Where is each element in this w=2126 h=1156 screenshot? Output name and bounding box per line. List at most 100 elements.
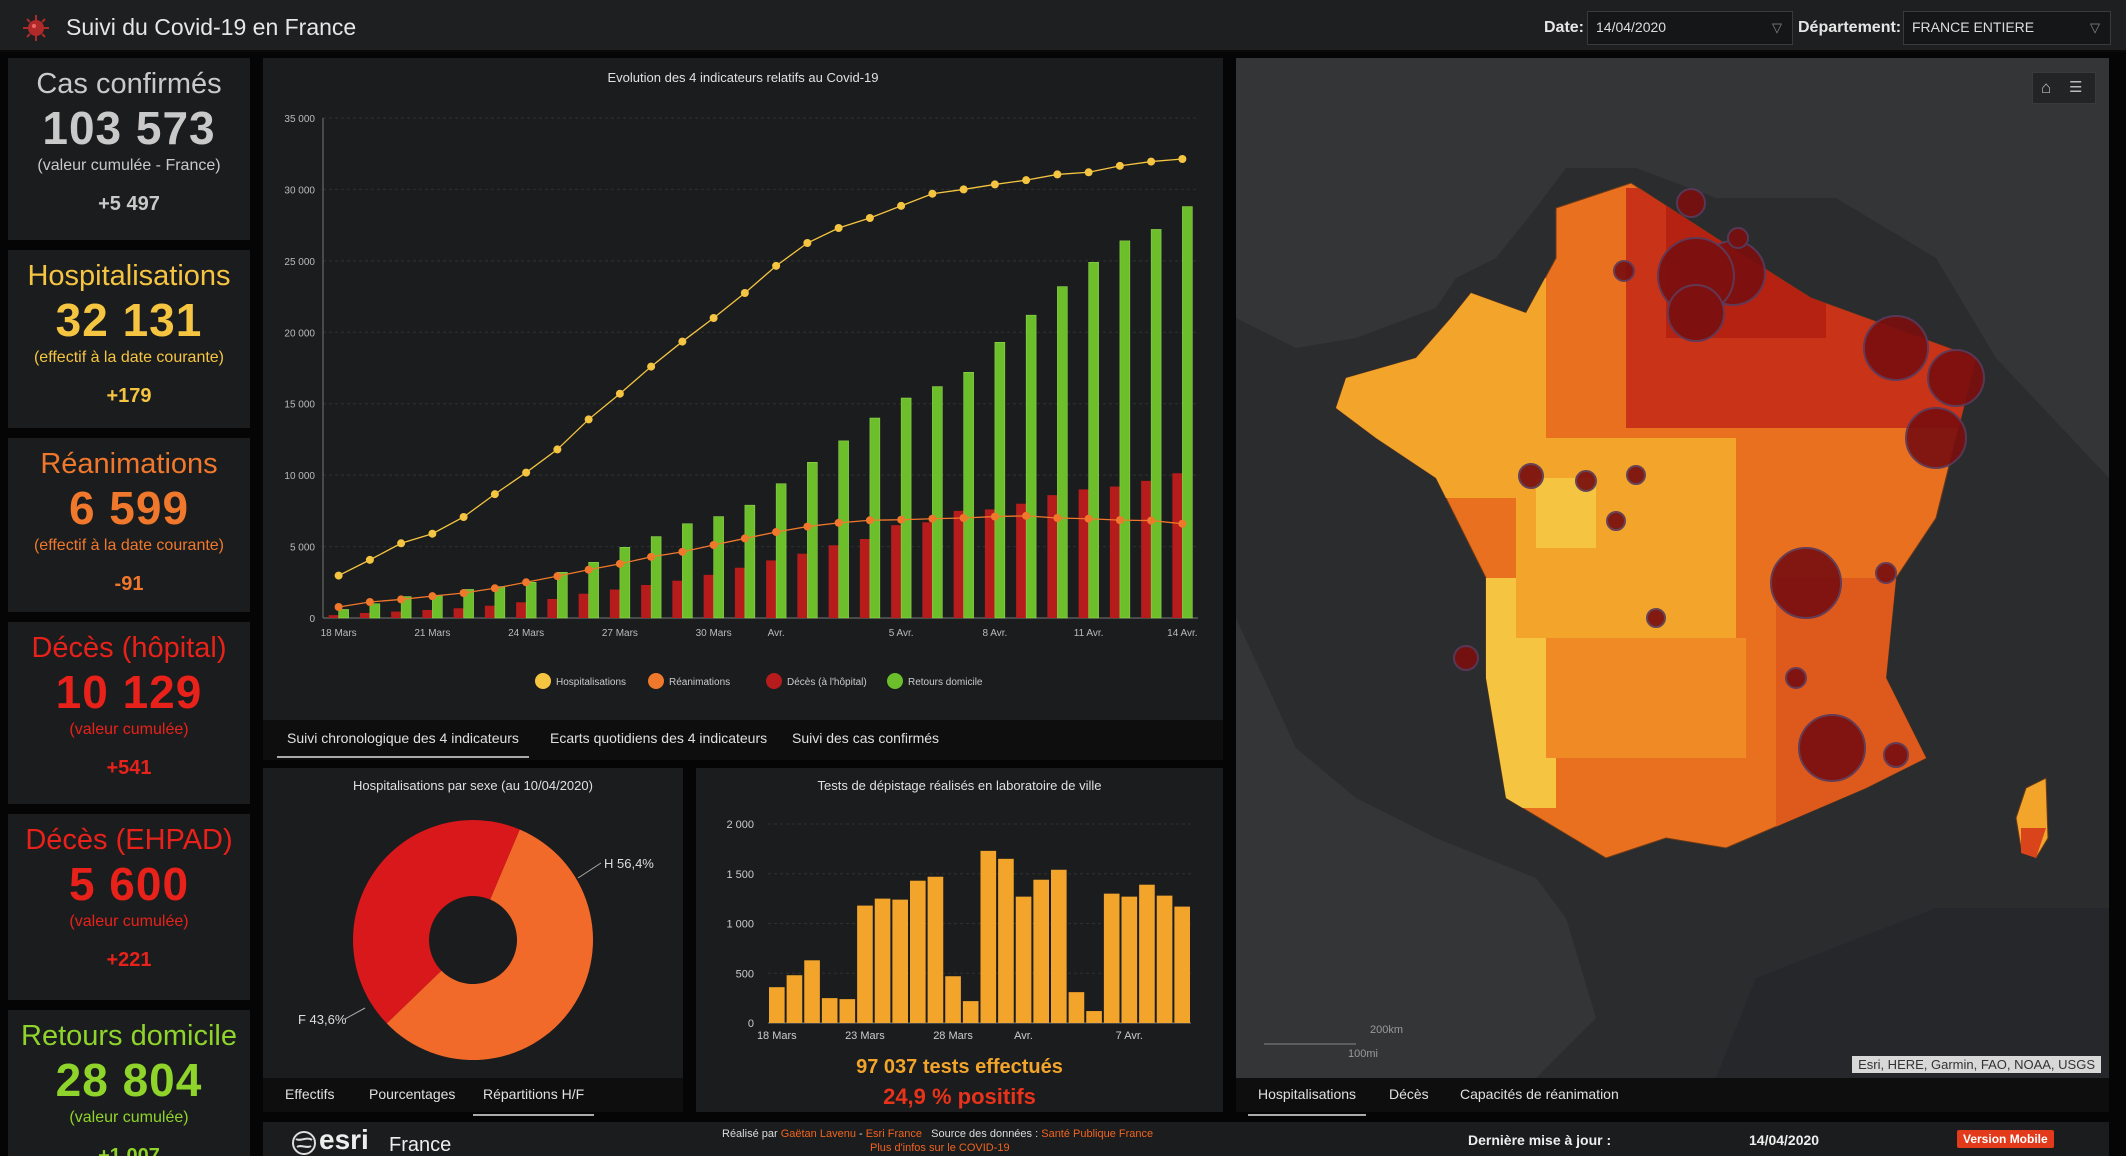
esri-brand: esri xyxy=(319,1124,369,1155)
bar-retours xyxy=(1182,206,1193,619)
donut-slice-h xyxy=(386,829,593,1060)
kpi-delta: +179 xyxy=(106,385,152,407)
bar-deces xyxy=(328,615,339,618)
point xyxy=(365,598,374,606)
kpi-subtitle: (valeur cumulée) xyxy=(69,1109,189,1126)
kpi-title: Cas confirmés xyxy=(36,68,222,100)
test-bar xyxy=(1103,893,1120,1023)
test-bar xyxy=(821,998,838,1023)
bar-retours xyxy=(713,516,724,619)
x-tick-label: Avr. xyxy=(1014,1030,1033,1042)
tests-panel: Tests de dépistage réalisés en laboratoi… xyxy=(696,768,1223,1112)
france-map[interactable] xyxy=(1236,58,2109,1078)
x-tick-label: 23 Mars xyxy=(845,1030,885,1042)
point xyxy=(928,514,937,523)
tab-pourcentages[interactable]: Pourcentages xyxy=(369,1086,456,1102)
test-bar xyxy=(910,880,926,1023)
tab-daily-gaps[interactable]: Ecarts quotidiens des 4 indicateurs xyxy=(550,730,768,746)
esri-country: France xyxy=(389,1134,452,1156)
virus-icon xyxy=(23,15,49,41)
bar-retours xyxy=(557,572,568,619)
kpi-value: 10 129 xyxy=(55,666,203,718)
credit-org[interactable]: Esri France xyxy=(865,1128,922,1140)
donut-slice-f xyxy=(352,820,520,1024)
mobile-version-button[interactable]: Version Mobile xyxy=(1957,1130,2054,1148)
tab-repartitions[interactable]: Répartitions H/F xyxy=(473,1078,595,1116)
bar-deces xyxy=(1109,486,1120,618)
point xyxy=(865,214,874,222)
y-tick-label: 500 xyxy=(736,968,754,980)
legend-label: Hospitalisations xyxy=(556,677,626,688)
department-label: Département: xyxy=(1798,19,1902,36)
list-icon[interactable]: ☰ xyxy=(2069,79,2083,96)
credits: Réalisé par Gaëtan Lavenu - Esri France … xyxy=(722,1128,1154,1140)
bar-retours xyxy=(900,397,912,619)
y-tick-label: 25 000 xyxy=(284,257,315,268)
map-panel[interactable]: ⌂ ⌂ ☰ 200km 100mi Esri, HERE, Garmin, FA… xyxy=(1236,58,2109,1078)
point xyxy=(740,534,749,543)
donut-title: Hospitalisations par sexe (au 10/04/2020… xyxy=(353,778,593,793)
bar-deces xyxy=(578,593,589,618)
test-bar xyxy=(769,987,785,1023)
point xyxy=(334,571,343,580)
globe-icon xyxy=(292,1131,316,1155)
bar-retours xyxy=(932,386,943,619)
tab-effectifs[interactable]: Effectifs xyxy=(285,1086,335,1102)
point xyxy=(897,515,906,524)
test-bar xyxy=(980,850,997,1023)
tab-map-deces[interactable]: Décès xyxy=(1389,1086,1429,1102)
tests-title: Tests de dépistage réalisés en laboratoi… xyxy=(817,778,1102,793)
kpi-delta: +1 007 xyxy=(98,1145,160,1156)
source-value[interactable]: Santé Publique France xyxy=(1041,1128,1154,1140)
x-tick-label: 24 Mars xyxy=(508,628,544,639)
date-select[interactable]: 14/04/2020 ▽ xyxy=(1587,11,1793,45)
map-tabs: Hospitalisations Décès Capacités de réan… xyxy=(1236,1078,2109,1116)
tests-total: 97 037 tests effectués xyxy=(856,1056,1063,1078)
donut-label-f: F 43,6% xyxy=(298,1012,347,1027)
tab-map-reanimation[interactable]: Capacités de réanimation xyxy=(1460,1086,1619,1102)
point xyxy=(959,185,968,194)
bar-retours xyxy=(588,562,599,619)
bar-deces xyxy=(891,525,902,618)
date-label: Date: xyxy=(1544,19,1585,36)
point xyxy=(1147,516,1156,525)
bar-retours xyxy=(369,603,381,619)
tab-map-hospitalisations[interactable]: Hospitalisations xyxy=(1248,1078,1367,1116)
tab-chronological[interactable]: Suivi chronologique des 4 indicateurs xyxy=(277,720,529,758)
map-toolbar: ⌂ ☰ xyxy=(2032,72,2096,104)
y-tick-label: 0 xyxy=(309,614,315,625)
bar-deces xyxy=(797,553,808,618)
test-bar xyxy=(874,898,891,1023)
department-value: FRANCE ENTIERE xyxy=(1912,19,2035,35)
x-tick-label: Avr. xyxy=(768,628,785,639)
test-bar xyxy=(1051,869,1067,1023)
more-info-link[interactable]: Plus d'infos sur le COVID-19 xyxy=(870,1142,1010,1154)
x-tick-label: 21 Mars xyxy=(414,628,450,639)
test-bar xyxy=(892,899,908,1023)
bar-retours xyxy=(775,483,787,619)
credit-prefix: Réalisé par xyxy=(722,1128,778,1140)
donut-label-h: H 56,4% xyxy=(604,856,654,871)
bar-deces xyxy=(547,599,558,618)
kpi-title: Décès (hôpital) xyxy=(31,632,227,664)
legend-swatch xyxy=(887,673,903,689)
point xyxy=(1053,514,1062,522)
test-bar xyxy=(962,1001,979,1023)
donut-tabs: Effectifs Pourcentages Répartitions H/F xyxy=(263,1078,683,1116)
bar-deces xyxy=(359,613,370,618)
bar-retours xyxy=(994,342,1006,619)
test-bar xyxy=(839,999,856,1023)
y-tick-label: 1 500 xyxy=(726,869,754,881)
bar-retours xyxy=(838,440,849,619)
bar-deces xyxy=(703,574,714,618)
point xyxy=(834,518,843,527)
credit-author[interactable]: Gaëtan Lavenu xyxy=(780,1128,856,1140)
department-select[interactable]: FRANCE ENTIERE ▽ xyxy=(1903,11,2111,45)
point xyxy=(772,261,781,270)
home-icon[interactable]: ⌂ xyxy=(2041,78,2052,97)
bar-deces xyxy=(766,560,777,618)
point xyxy=(584,415,593,424)
bar-retours xyxy=(619,547,631,619)
tab-confirmed-cases[interactable]: Suivi des cas confirmés xyxy=(792,730,940,746)
kpi-delta: +221 xyxy=(106,949,152,971)
